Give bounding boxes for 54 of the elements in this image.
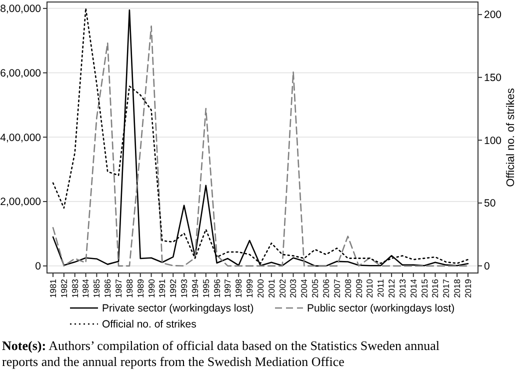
x-tick-label: 1983 bbox=[70, 278, 80, 298]
x-tick-label: 2014 bbox=[408, 278, 418, 298]
x-tick-label: 2005 bbox=[310, 278, 320, 298]
x-tick-label: 1982 bbox=[58, 278, 69, 298]
x-tick-label: 1995 bbox=[200, 278, 211, 298]
x-tick-label: 1988 bbox=[124, 278, 134, 298]
x-tick-label: 2011 bbox=[376, 278, 386, 298]
x-tick-label: 2019 bbox=[462, 278, 473, 298]
y2-tick-label: 200 bbox=[484, 9, 502, 22]
y-tick-label: 2,00,000 bbox=[0, 196, 42, 208]
y2-tick-label: 0 bbox=[484, 260, 490, 273]
x-tick-label: 1993 bbox=[179, 278, 190, 298]
x-tick-label: 1984 bbox=[80, 278, 91, 298]
x-tick-label: 2012 bbox=[386, 278, 397, 298]
x-tick-label: 2018 bbox=[452, 278, 462, 298]
x-tick-label: 2000 bbox=[255, 278, 266, 298]
y2-tick-label: 150 bbox=[484, 72, 502, 84]
y-tick-label: 4,00,000 bbox=[0, 132, 42, 144]
x-tick-label: 2002 bbox=[277, 278, 288, 298]
x-tick-label: 2017 bbox=[441, 278, 452, 298]
x-tick-label: 2003 bbox=[288, 278, 298, 298]
x-tick-label: 2009 bbox=[354, 278, 364, 298]
legend-label: Private sector (workingdays lost) bbox=[102, 302, 254, 315]
x-tick-label: 1990 bbox=[146, 278, 156, 298]
x-tick-label: 2006 bbox=[321, 278, 331, 298]
x-tick-label: 1999 bbox=[244, 278, 255, 298]
x-tick-label: 1997 bbox=[222, 278, 233, 298]
x-tick-label: 1994 bbox=[190, 278, 200, 298]
text: Note(s): Authors’ compilation of official data based on the Statistics Sweden annual reports and the annual reports from the Swedish Mediation Office bbox=[2, 338, 440, 369]
x-tick-label: 1986 bbox=[102, 278, 113, 298]
x-tick-label: 1996 bbox=[212, 278, 222, 298]
x-tick-label: 2004 bbox=[299, 278, 310, 298]
legend-label: Official no. of strikes bbox=[102, 318, 196, 331]
y2-tick-label: 50 bbox=[484, 198, 496, 210]
x-tick-label: 2016 bbox=[430, 278, 440, 298]
x-tick-label: 1989 bbox=[135, 278, 146, 298]
x-tick-label: 2010 bbox=[364, 278, 375, 298]
x-tick-label: 1987 bbox=[114, 278, 124, 298]
x-tick-label: 1981 bbox=[48, 278, 58, 298]
x-tick-label: 2015 bbox=[419, 278, 430, 298]
x-tick-label: 1991 bbox=[157, 278, 168, 298]
x-tick-label: 1998 bbox=[234, 278, 244, 298]
y-tick-label: 8,00,000 bbox=[0, 3, 42, 16]
x-tick-label: 2013 bbox=[397, 278, 408, 298]
x-tick-label: 2008 bbox=[342, 278, 353, 298]
y2-tick-label: 100 bbox=[484, 134, 502, 147]
x-tick-label: 1992 bbox=[168, 278, 178, 298]
y2-axis-title: Official no. of strikes bbox=[505, 88, 517, 187]
x-tick-label: 1985 bbox=[92, 278, 102, 298]
x-tick-label: 2007 bbox=[332, 278, 342, 298]
y-tick-label: 6,00,000 bbox=[0, 67, 42, 80]
y-tick-label: 0 bbox=[35, 260, 42, 273]
x-tick-label: 2001 bbox=[266, 278, 276, 298]
legend-label: Public sector (workingdays lost) bbox=[307, 302, 455, 315]
